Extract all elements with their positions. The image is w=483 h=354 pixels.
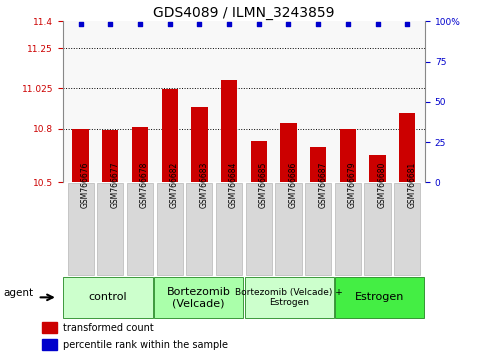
Bar [42, 322, 57, 333]
FancyBboxPatch shape [156, 183, 183, 275]
Point [106, 21, 114, 27]
Text: GSM766676: GSM766676 [81, 162, 90, 209]
Text: agent: agent [3, 288, 33, 298]
Text: Estrogen: Estrogen [355, 292, 404, 302]
Point [136, 21, 144, 27]
Point [77, 21, 85, 27]
Text: Bortezomib
(Velcade): Bortezomib (Velcade) [167, 286, 230, 308]
Text: GSM766681: GSM766681 [407, 162, 416, 208]
Bar [251, 141, 267, 182]
Text: transformed count: transformed count [63, 323, 154, 333]
Text: GSM766683: GSM766683 [199, 162, 208, 208]
FancyBboxPatch shape [68, 183, 94, 275]
Bar [369, 155, 386, 182]
FancyBboxPatch shape [244, 277, 334, 318]
FancyBboxPatch shape [154, 277, 243, 318]
Bar [132, 127, 148, 182]
Point [284, 21, 292, 27]
FancyBboxPatch shape [335, 277, 425, 318]
FancyBboxPatch shape [127, 183, 153, 275]
FancyBboxPatch shape [365, 183, 391, 275]
Text: GSM766680: GSM766680 [378, 162, 386, 208]
Text: Bortezomib (Velcade) +
Estrogen: Bortezomib (Velcade) + Estrogen [235, 288, 343, 307]
Text: GSM766679: GSM766679 [348, 162, 357, 209]
Text: control: control [89, 292, 128, 302]
Bar [310, 147, 327, 182]
Text: GSM766677: GSM766677 [110, 162, 119, 209]
Text: GSM766687: GSM766687 [318, 162, 327, 208]
Bar [72, 129, 89, 182]
FancyBboxPatch shape [63, 277, 153, 318]
Bar [280, 123, 297, 182]
Bar [340, 129, 356, 182]
Text: GSM766684: GSM766684 [229, 162, 238, 208]
Point [403, 21, 411, 27]
Point [255, 21, 263, 27]
Text: GSM766686: GSM766686 [288, 162, 298, 208]
Bar [191, 107, 208, 182]
FancyBboxPatch shape [186, 183, 213, 275]
FancyBboxPatch shape [97, 183, 123, 275]
FancyBboxPatch shape [275, 183, 301, 275]
Bar [42, 339, 57, 350]
FancyBboxPatch shape [394, 183, 420, 275]
FancyBboxPatch shape [305, 183, 331, 275]
Point [196, 21, 203, 27]
Title: GDS4089 / ILMN_3243859: GDS4089 / ILMN_3243859 [153, 6, 335, 20]
FancyBboxPatch shape [335, 183, 361, 275]
Point [344, 21, 352, 27]
FancyBboxPatch shape [216, 183, 242, 275]
Bar [161, 89, 178, 182]
FancyBboxPatch shape [246, 183, 272, 275]
Bar [221, 80, 237, 182]
Bar [399, 113, 415, 182]
Text: GSM766685: GSM766685 [259, 162, 268, 208]
Point [314, 21, 322, 27]
Point [166, 21, 173, 27]
Text: GSM766678: GSM766678 [140, 162, 149, 208]
Bar [102, 130, 118, 182]
Text: GSM766682: GSM766682 [170, 162, 179, 208]
Point [225, 21, 233, 27]
Text: percentile rank within the sample: percentile rank within the sample [63, 340, 228, 350]
Point [374, 21, 382, 27]
